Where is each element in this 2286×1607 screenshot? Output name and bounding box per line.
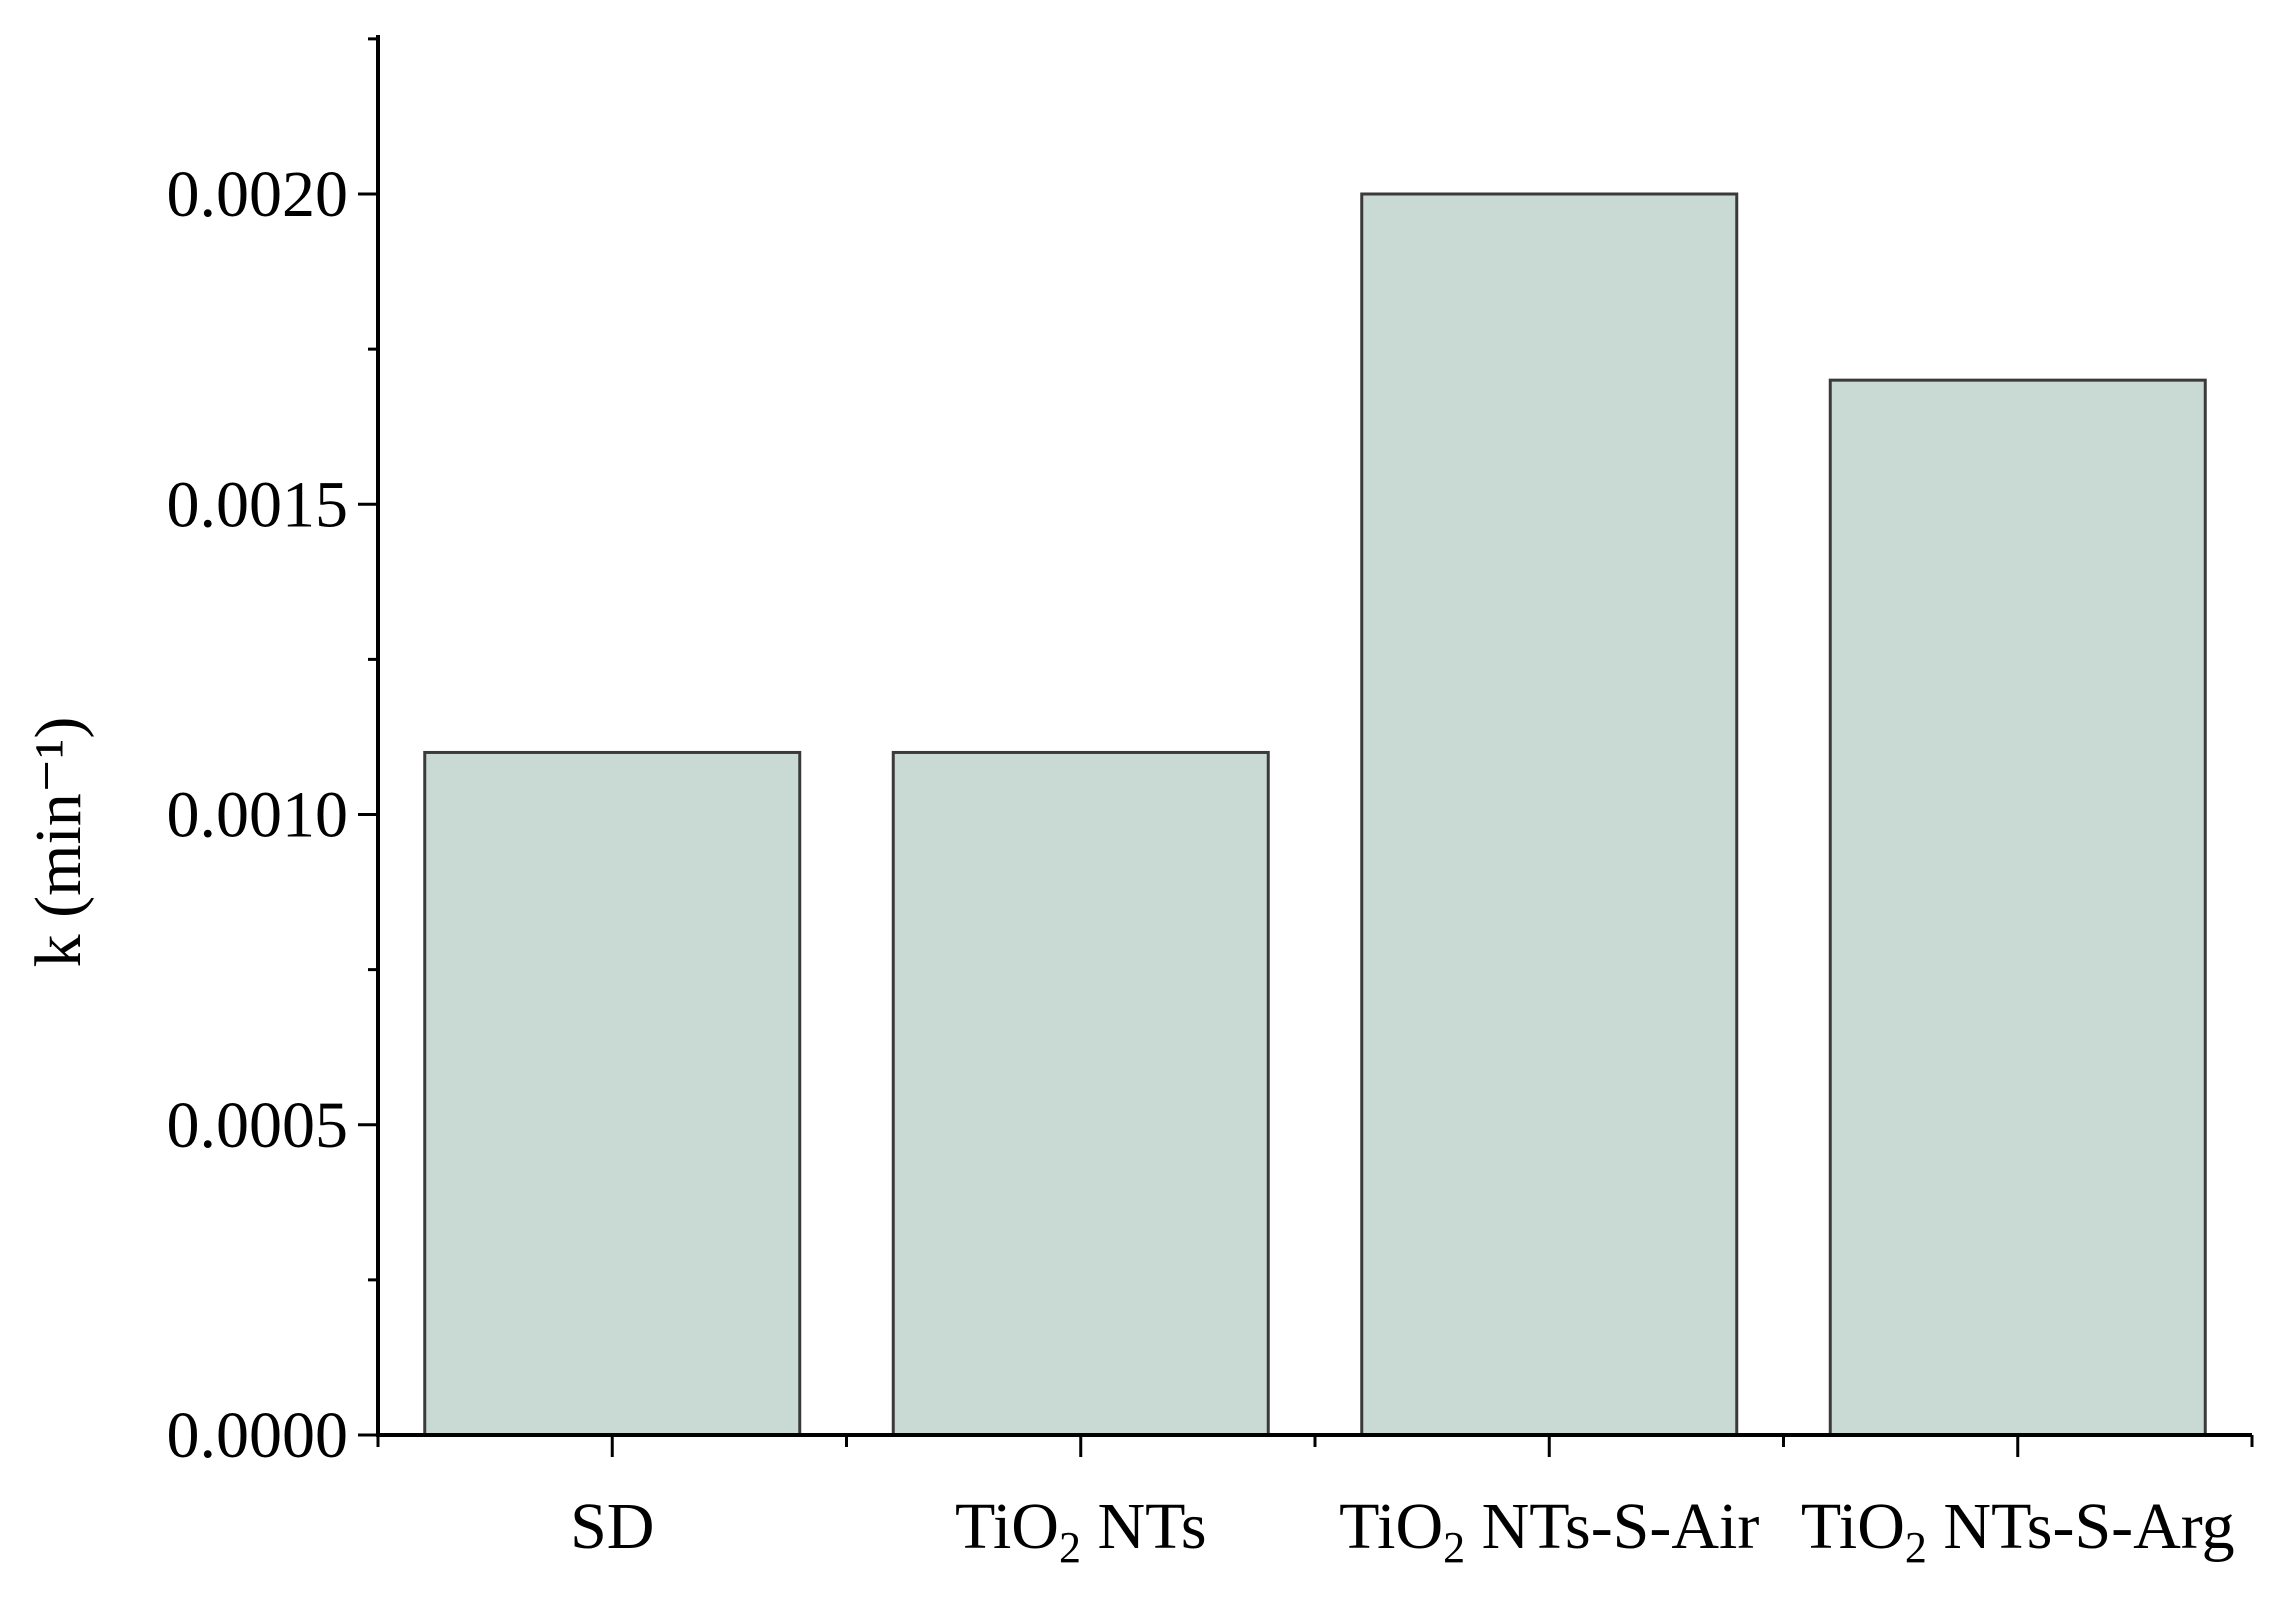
y-axis-title: k (min⁻¹) [22,717,95,968]
y-tick-label: 0.0005 [167,1089,349,1162]
x-tick-label: TiO2 NTs-S-Air [1339,1490,1759,1572]
bar-3 [1828,378,2207,1437]
y-tick-label: 0.0020 [167,158,349,231]
bar-2 [1360,192,1739,1437]
x-tick-label: SD [570,1490,654,1563]
y-tick-label: 0.0000 [167,1399,349,1472]
y-tick-label: 0.0010 [167,779,349,852]
bar-0 [423,750,802,1437]
bars-group [423,192,2207,1437]
bar-1 [891,750,1270,1437]
x-tick-label: TiO2 NTs [955,1490,1207,1572]
x-ticks-group: SD TiO2 NTs TiO2 NTs-S-Air TiO2 NTs-S-Arg [376,1435,2254,1572]
x-tick-label: TiO2 NTs-S-Arg [1801,1490,2235,1572]
y-ticks-group: 0.0000 0.0005 0.0010 0.0015 0.0020 [167,37,378,1472]
y-tick-label: 0.0015 [167,468,349,541]
